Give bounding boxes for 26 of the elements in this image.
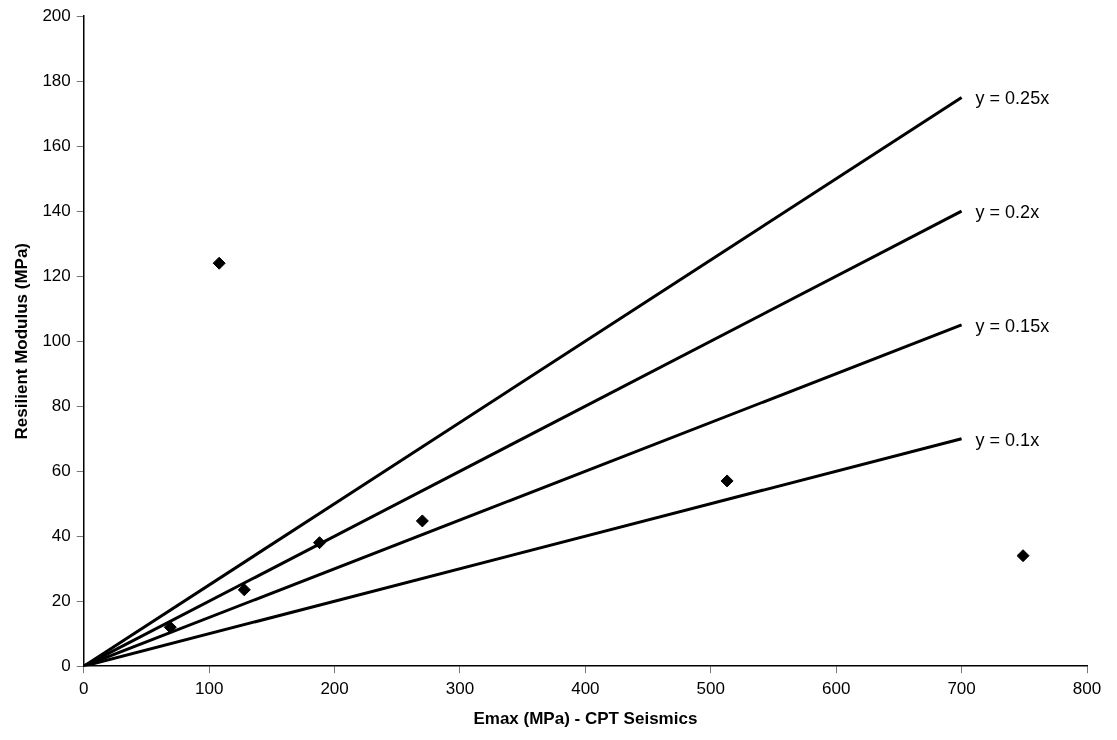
y-tick-label: 180: [42, 70, 71, 90]
x-tick-label: 700: [947, 679, 976, 699]
x-tick-label: 800: [1072, 679, 1102, 699]
x-tick-label: 0: [79, 679, 89, 699]
x-tick-label: 100: [194, 679, 224, 699]
x-tick-label: 400: [571, 679, 600, 699]
y-tick-label: 140: [42, 200, 71, 220]
y-tick-label: 100: [42, 330, 71, 350]
y-tick-label: 20: [51, 590, 71, 610]
y-tick-label: 200: [42, 5, 71, 25]
y-tick-label: 160: [42, 135, 71, 155]
series-label: y = 0.1x: [975, 429, 1040, 450]
series-label: y = 0.15x: [975, 315, 1050, 336]
y-axis-title: Resilient Modulus (MPa): [11, 242, 31, 440]
x-tick-label: 300: [445, 679, 475, 699]
x-tick-label: 600: [822, 679, 851, 699]
y-tick-label: 80: [51, 395, 71, 415]
series-label: y = 0.2x: [975, 202, 1040, 223]
y-tick-label: 0: [61, 655, 71, 675]
x-axis-title: Emax (MPa) - CPT Seismics: [473, 709, 698, 729]
x-tick-label: 500: [696, 679, 725, 699]
y-tick-label: 60: [51, 460, 71, 480]
x-tick-label: 200: [320, 679, 349, 699]
y-tick-label: 120: [42, 265, 71, 285]
series-label: y = 0.25x: [975, 88, 1050, 109]
y-tick-label: 40: [51, 525, 71, 545]
